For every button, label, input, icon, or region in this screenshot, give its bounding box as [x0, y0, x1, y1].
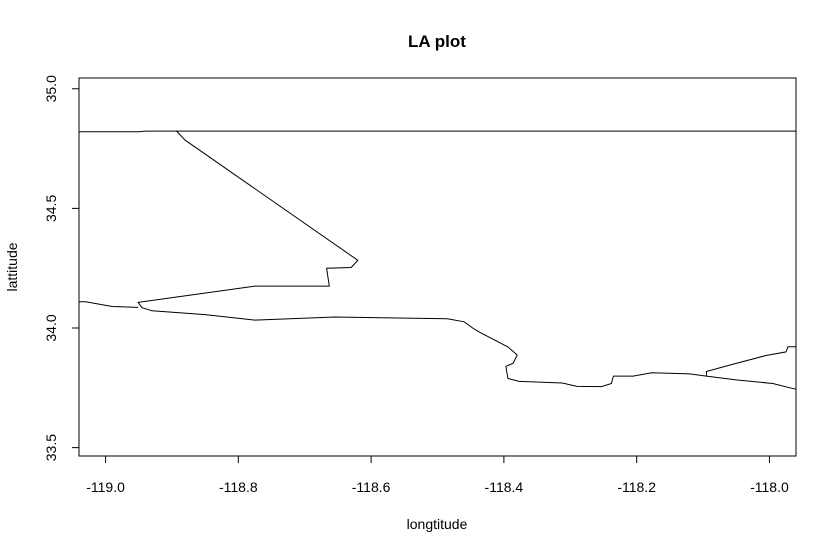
series-line-2 — [137, 130, 797, 390]
x-tick-label: -119.0 — [86, 479, 125, 495]
series-line-4 — [705, 346, 796, 377]
x-axis: -119.0 -118.8 -118.6 -118.4 -118.2 -118.0 — [86, 456, 789, 495]
series-line-3 — [79, 301, 139, 308]
y-tick-label: 33.5 — [43, 434, 59, 461]
x-tick-label: -118.0 — [750, 479, 789, 495]
x-tick-label: -118.8 — [219, 479, 258, 495]
plot-frame — [78, 77, 797, 457]
chart-title: LA plot — [408, 32, 466, 51]
y-axis: 33.5 34.0 34.5 35.0 — [43, 75, 79, 461]
x-tick-label: -118.4 — [485, 479, 524, 495]
y-tick-label: 34.5 — [43, 195, 59, 222]
y-tick-label: 34.0 — [43, 314, 59, 341]
x-tick-label: -118.6 — [352, 479, 391, 495]
x-tick-label: -118.2 — [617, 479, 656, 495]
y-tick-label: 35.0 — [43, 75, 59, 102]
series-line-1 — [79, 130, 796, 133]
plot-area — [79, 130, 797, 390]
y-axis-label: lattitude — [4, 242, 20, 291]
x-axis-label: longtitude — [407, 516, 468, 532]
